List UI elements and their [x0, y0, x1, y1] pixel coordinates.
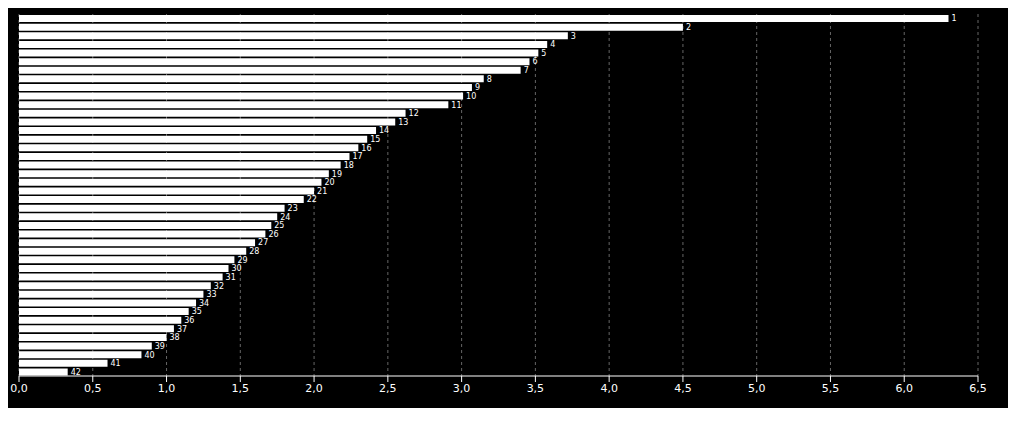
svg-text:20: 20: [324, 178, 335, 188]
svg-text:40: 40: [144, 351, 154, 360]
svg-text:13: 13: [398, 118, 408, 127]
svg-text:3,0: 3,0: [453, 382, 471, 395]
svg-text:1: 1: [951, 14, 956, 23]
svg-text:27: 27: [258, 238, 268, 247]
svg-text:34: 34: [199, 298, 210, 308]
svg-text:5,5: 5,5: [822, 382, 840, 395]
svg-text:35: 35: [191, 307, 202, 317]
svg-text:18: 18: [344, 161, 354, 170]
svg-text:15: 15: [370, 135, 380, 144]
svg-text:3,5: 3,5: [527, 382, 545, 395]
svg-text:39: 39: [155, 342, 165, 351]
svg-text:5,0: 5,0: [748, 382, 766, 395]
svg-text:4,5: 4,5: [674, 382, 692, 395]
svg-text:24: 24: [280, 212, 291, 222]
svg-text:29: 29: [237, 255, 248, 265]
svg-text:0,5: 0,5: [84, 382, 102, 395]
svg-text:36: 36: [184, 316, 195, 325]
svg-text:11: 11: [451, 101, 461, 110]
svg-text:30: 30: [231, 264, 242, 274]
svg-text:6: 6: [532, 57, 537, 66]
svg-text:1,0: 1,0: [158, 382, 176, 395]
svg-text:2: 2: [686, 23, 691, 32]
svg-text:5: 5: [541, 49, 546, 58]
svg-text:22: 22: [307, 195, 317, 204]
svg-text:32: 32: [213, 281, 224, 291]
svg-text:10: 10: [466, 92, 476, 101]
svg-text:2,0: 2,0: [305, 382, 323, 395]
svg-text:8: 8: [487, 75, 492, 84]
svg-text:37: 37: [176, 324, 188, 334]
svg-text:31: 31: [226, 273, 236, 282]
svg-text:6,0: 6,0: [895, 382, 913, 395]
svg-text:1,5: 1,5: [232, 382, 250, 395]
svg-text:6,5: 6,5: [969, 382, 987, 395]
svg-text:28: 28: [249, 247, 259, 256]
svg-text:7: 7: [524, 66, 529, 75]
svg-text:14: 14: [379, 126, 389, 135]
svg-text:23: 23: [287, 204, 298, 213]
svg-text:0,0: 0,0: [10, 382, 28, 395]
svg-text:3: 3: [571, 32, 576, 41]
svg-text:41: 41: [111, 359, 121, 368]
svg-text:21: 21: [317, 187, 327, 196]
svg-text:17: 17: [352, 152, 362, 161]
svg-text:38: 38: [170, 333, 180, 342]
svg-text:4: 4: [550, 40, 555, 49]
svg-text:25: 25: [274, 221, 285, 231]
svg-text:19: 19: [331, 169, 342, 179]
svg-text:9: 9: [474, 83, 480, 93]
svg-text:2,5: 2,5: [379, 382, 397, 395]
svg-text:26: 26: [268, 230, 278, 239]
svg-text:16: 16: [361, 144, 371, 153]
svg-text:4,0: 4,0: [600, 382, 618, 395]
svg-text:12: 12: [409, 109, 419, 118]
svg-text:33: 33: [206, 290, 217, 300]
svg-text:42: 42: [71, 368, 81, 377]
